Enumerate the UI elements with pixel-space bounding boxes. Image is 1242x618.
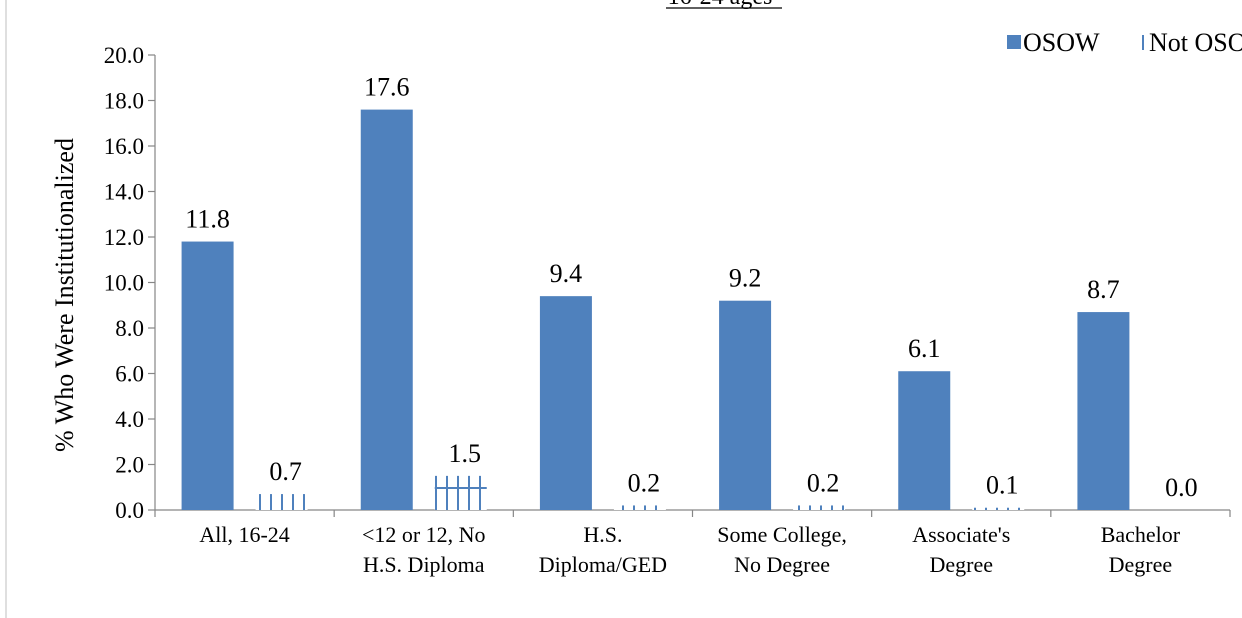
x-axis: All, 16-24 <12 or 12, No H.S. Diploma H.S. D… [154,509,1231,577]
y-tick-label: 0.0 [115,498,144,523]
legend-swatch-osow [1007,35,1021,49]
data-label-osow: 9.2 [729,264,762,293]
legend: OSOW Not OSOW [1007,28,1242,57]
data-label-not-osow: 1.5 [449,439,482,468]
y-tick-label: 20.0 [104,43,144,68]
y-tick-label: 6.0 [115,362,144,387]
y-tick-label: 12.0 [104,225,144,250]
y-axis: 0.0 2.0 4.0 6.0 8.0 10.0 12.0 14.0 16.0 18.0 20.0 [104,43,156,523]
y-tick-label: 2.0 [115,453,144,478]
bar-not-osow [972,507,1025,510]
data-label-osow: 17.6 [364,73,410,102]
x-category-label: Degree [929,552,993,577]
data-label-not-osow: 0.2 [807,468,840,497]
x-category-label: H.S. Diploma [363,552,485,577]
x-category-label: H.S. [583,522,622,547]
x-category-label: Degree [1109,552,1173,577]
y-axis-title: % Who Were Institutionalized [50,138,79,452]
legend-label-osow: OSOW [1023,28,1100,57]
y-tick-label: 4.0 [115,407,144,432]
bars [181,109,1130,511]
bar-not-osow [434,475,487,510]
x-category-label: Associate's [912,522,1010,547]
y-tick-label: 18.0 [104,89,144,114]
y-tick-label: 10.0 [104,271,144,296]
bar-osow [181,241,234,511]
x-category-label: Diploma/GED [539,552,667,577]
y-tick-label: 16.0 [104,134,144,159]
x-category-label: All, 16-24 [199,522,289,547]
x-category-label: <12 or 12, No [362,522,486,547]
data-label-not-osow: 0.2 [628,468,661,497]
y-tick-label: 14.0 [104,180,144,205]
bar-not-osow [255,494,308,510]
data-label-not-osow: 0.0 [1165,473,1198,502]
x-category-label: No Degree [734,552,830,577]
data-label-not-osow: 0.1 [986,471,1019,500]
data-label-osow: 11.8 [185,205,230,234]
data-label-osow: 8.7 [1087,275,1120,304]
data-label-osow: 6.1 [908,334,941,363]
data-label-osow: 9.4 [550,259,583,288]
x-category-label: Some College, [717,522,847,547]
x-category-label: Bachelor [1101,522,1181,547]
bar-osow [539,296,592,510]
data-labels: 11.8 17.6 9.4 9.2 6.1 8.7 0.7 1.5 0.2 0.2 0.1 0.0 [185,73,1197,502]
bar-osow [719,300,772,510]
bar-osow [360,109,413,510]
bar-not-osow [613,505,666,510]
data-label-not-osow: 0.7 [269,457,302,486]
chart-title: 16-24 ages [668,0,773,10]
y-tick-label: 8.0 [115,316,144,341]
bar-osow [1077,312,1130,510]
bar-osow [898,371,951,510]
legend-label-not-osow: Not OSOW [1149,28,1242,57]
bar-not-osow [793,505,846,510]
